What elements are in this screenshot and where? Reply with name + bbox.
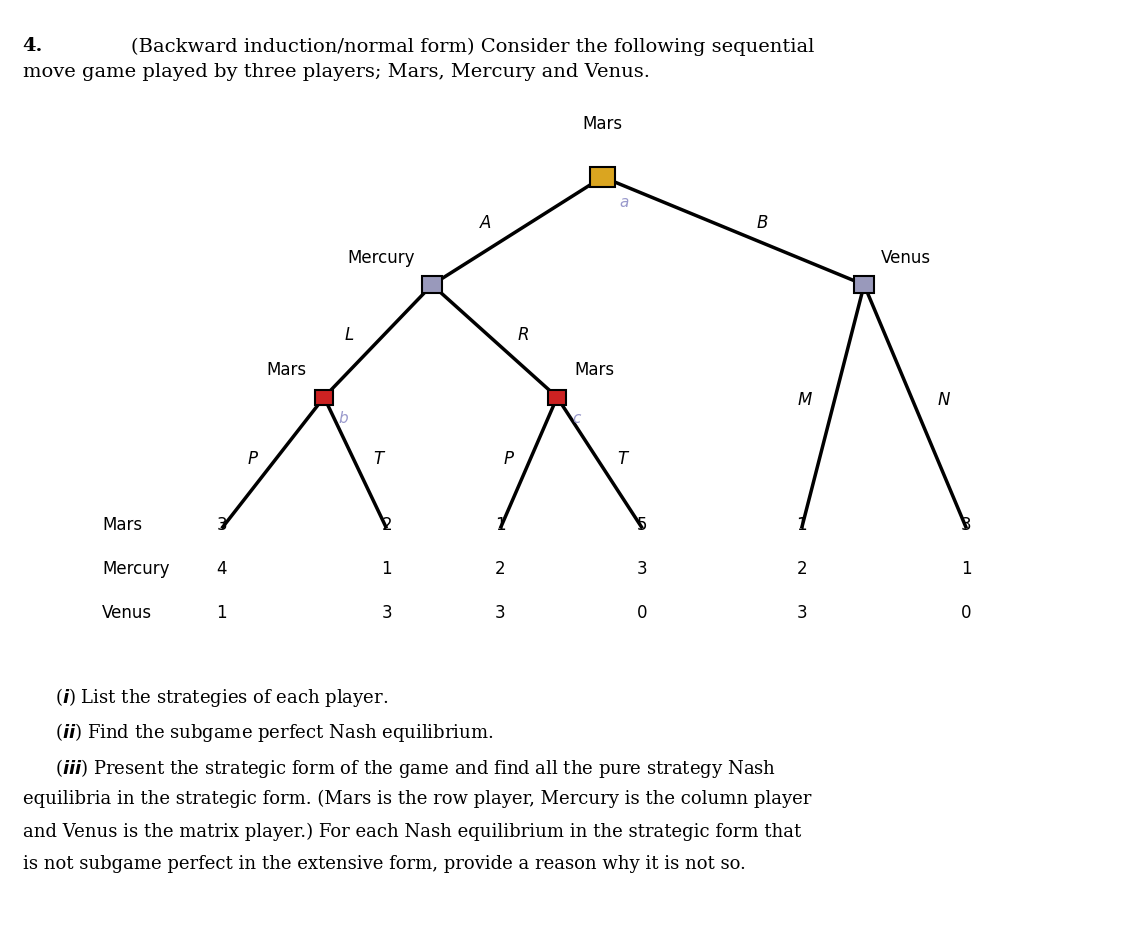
FancyBboxPatch shape: [854, 277, 874, 294]
Text: 1: 1: [961, 559, 972, 578]
Text: move game played by three players; Mars, Mercury and Venus.: move game played by three players; Mars,…: [23, 63, 649, 80]
Text: ($\bfit{i}$) List the strategies of each player.: ($\bfit{i}$) List the strategies of each…: [55, 685, 388, 709]
Text: Mars: Mars: [102, 515, 142, 534]
Text: ($\bfit{ii}$) Find the subgame perfect Nash equilibrium.: ($\bfit{ii}$) Find the subgame perfect N…: [55, 721, 492, 744]
Text: P: P: [248, 449, 257, 468]
Text: N: N: [938, 390, 949, 409]
FancyBboxPatch shape: [548, 390, 566, 405]
Text: R: R: [517, 325, 529, 344]
Text: 2: 2: [796, 559, 807, 578]
Text: M: M: [797, 390, 812, 409]
Text: 0: 0: [961, 603, 972, 622]
Text: 4: 4: [216, 559, 227, 578]
Text: and Venus is the matrix player.) For each Nash equilibrium in the strategic form: and Venus is the matrix player.) For eac…: [23, 822, 800, 840]
Text: 1: 1: [381, 559, 392, 578]
Text: 3: 3: [495, 603, 506, 622]
Text: A: A: [480, 213, 491, 231]
FancyBboxPatch shape: [422, 277, 442, 294]
Text: Mercury: Mercury: [348, 249, 415, 267]
FancyBboxPatch shape: [315, 390, 333, 405]
Text: 3: 3: [381, 603, 392, 622]
Text: c: c: [572, 411, 580, 426]
Text: 5: 5: [637, 515, 648, 534]
Text: 1: 1: [495, 515, 506, 534]
Text: 3: 3: [796, 603, 807, 622]
Text: 4.: 4.: [23, 37, 43, 55]
Text: Mars: Mars: [582, 115, 623, 133]
Text: L: L: [345, 325, 355, 344]
Text: Venus: Venus: [102, 603, 152, 622]
Text: ($\bfit{iii}$) Present the strategic form of the game and find all the pure stra: ($\bfit{iii}$) Present the strategic for…: [55, 756, 775, 780]
Text: 2: 2: [495, 559, 506, 578]
Text: 1: 1: [796, 515, 807, 534]
Text: Venus: Venus: [881, 249, 931, 267]
FancyBboxPatch shape: [590, 168, 615, 188]
Text: 3: 3: [961, 515, 972, 534]
Text: 1: 1: [216, 603, 227, 622]
Text: equilibria in the strategic form. (Mars is the row player, Mercury is the column: equilibria in the strategic form. (Mars …: [23, 789, 811, 807]
Text: B: B: [756, 213, 767, 231]
Text: is not subgame perfect in the extensive form, provide a reason why it is not so.: is not subgame perfect in the extensive …: [23, 855, 746, 872]
Text: b: b: [339, 411, 348, 426]
Text: Mars: Mars: [267, 361, 307, 379]
Text: Mercury: Mercury: [102, 559, 169, 578]
Text: 3: 3: [637, 559, 648, 578]
Text: 0: 0: [637, 603, 648, 622]
Text: 3: 3: [216, 515, 227, 534]
Text: 2: 2: [381, 515, 392, 534]
Text: (Backward induction/normal form) Consider the following sequential: (Backward induction/normal form) Conside…: [131, 37, 814, 55]
Text: T: T: [617, 449, 628, 468]
Text: Mars: Mars: [574, 361, 614, 379]
Text: T: T: [373, 449, 383, 468]
Text: P: P: [504, 449, 513, 468]
Text: a: a: [620, 195, 629, 210]
